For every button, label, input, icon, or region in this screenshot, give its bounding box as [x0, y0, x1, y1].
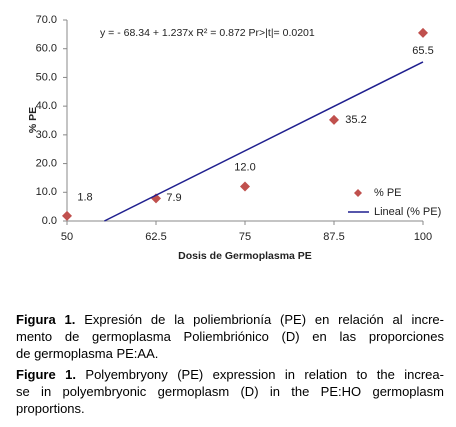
y-tick-label: 10.0 — [36, 186, 57, 198]
legend-marker — [354, 189, 362, 197]
value-label: 12.0 — [234, 161, 255, 173]
caption-line: Figure 1. Polyembryony (PE) expression i… — [16, 366, 444, 383]
point — [418, 27, 428, 38]
caption-text: mento de germoplasma Poliembriónico (D) … — [16, 329, 444, 344]
y-tick-label: 60.0 — [36, 43, 57, 55]
caption-label: Figure 1. — [16, 367, 76, 382]
x-tick-label: 50 — [61, 231, 73, 243]
x-axis-title: Dosis de Germoplasma PE — [178, 250, 312, 262]
y-axis-title: % PE — [27, 107, 39, 133]
point — [62, 210, 72, 221]
value-label: 1.8 — [77, 192, 92, 204]
caption-line: de germoplasma PE:AA. — [16, 345, 444, 362]
value-label: 7.9 — [166, 192, 181, 204]
legend-label: Lineal (% PE) — [374, 206, 441, 218]
caption-text: Polyembryony (PE) expression in relation… — [85, 367, 444, 382]
y-tick-label: 40.0 — [36, 100, 57, 112]
caption: Figura 1. Expresión de la poliembrionía … — [16, 311, 444, 362]
y-tick-label: 70.0 — [36, 14, 57, 26]
y-tick-label: 30.0 — [36, 129, 57, 141]
x-tick-label: 87.5 — [323, 231, 344, 243]
caption-label: Figura 1. — [16, 312, 76, 327]
caption-text: Expresión de la poliembrionía (PE) en re… — [84, 312, 444, 327]
value-label: 35.2 — [345, 114, 366, 126]
caption-text: se in polyembryonic germoplasm (D) in th… — [16, 384, 444, 399]
trend-line — [104, 61, 424, 222]
x-tick-label: 62.5 — [145, 231, 166, 243]
x-tick-label: 100 — [414, 231, 432, 243]
chart: y = - 68.34 + 1.237x R² = 0.872 Pr>|t|= … — [27, 14, 441, 262]
caption-line: Figura 1. Expresión de la poliembrionía … — [16, 311, 444, 328]
caption-text: de germoplasma PE:AA. — [16, 346, 159, 361]
caption-text: proportions. — [16, 401, 85, 416]
y-tick-label: 50.0 — [36, 71, 57, 83]
x-tick-label: 75 — [239, 231, 251, 243]
caption: Figure 1. Polyembryony (PE) expression i… — [16, 366, 444, 417]
point — [329, 114, 339, 125]
caption-line: se in polyembryonic germoplasm (D) in th… — [16, 383, 444, 400]
legend-label: % PE — [374, 187, 402, 199]
point — [240, 181, 250, 192]
caption-line: mento de germoplasma Poliembriónico (D) … — [16, 328, 444, 345]
value-label: 65.5 — [412, 45, 433, 57]
y-tick-label: 20.0 — [36, 157, 57, 169]
y-tick-label: 0.0 — [42, 215, 57, 227]
equation: y = - 68.34 + 1.237x R² = 0.872 Pr>|t|= … — [100, 27, 315, 39]
caption-line: proportions. — [16, 400, 444, 417]
